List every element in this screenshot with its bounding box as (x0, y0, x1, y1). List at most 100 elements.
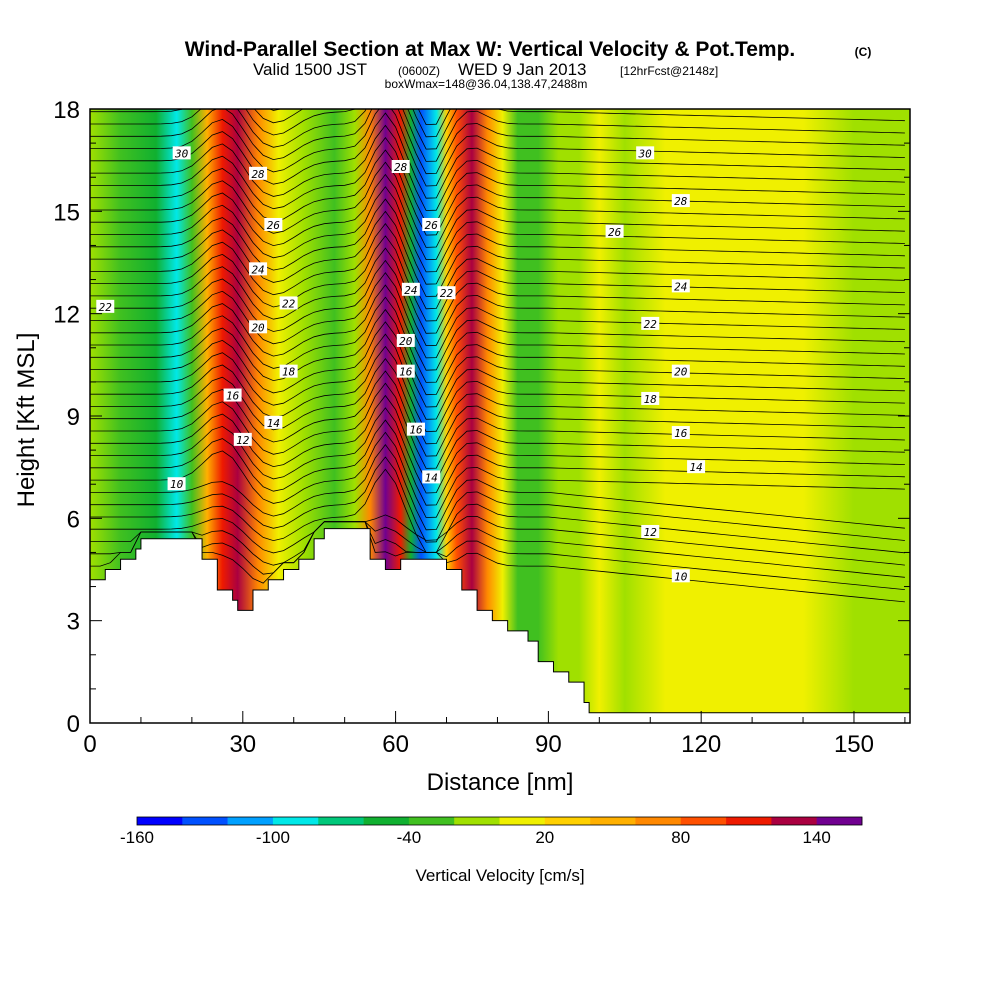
theta-contour-3 (90, 514, 905, 566)
plot-area: 30 28 26 24 22 20 18 16 14 12 10 22 28 26 24 22 20 16 16 14… (90, 109, 910, 723)
contour-label-bg-3 (249, 262, 268, 276)
chart-subtitle-2: boxWmax=148@36.04,138.47,2488m (385, 77, 588, 91)
contour-label-bg-1 (249, 166, 268, 180)
chart-title-badge: (C) (855, 45, 872, 59)
x-tick-label-2: 60 (382, 731, 409, 758)
contour-label-bg-25 (671, 364, 690, 378)
contour-label-text-26: 18 (644, 393, 658, 406)
contour-label-12: 28 (391, 159, 410, 174)
contour-label-text-7: 16 (226, 390, 240, 403)
contour-label-bg-15 (437, 286, 456, 300)
contour-label-text-20: 30 (638, 147, 653, 160)
theta-contour-9 (90, 407, 905, 494)
contour-label-15: 22 (437, 286, 456, 300)
contour-label-text-14: 24 (404, 284, 417, 297)
theta-contour-11 (90, 382, 905, 469)
contour-label-bg-6 (279, 364, 298, 378)
colorbar-tick-label-1: -100 (256, 828, 290, 847)
theta-contour-31 (90, 137, 905, 224)
contour-label-bg-22 (605, 224, 624, 238)
contour-label-10: 10 (167, 477, 186, 491)
subtitle-utc: (0600Z) (398, 64, 440, 78)
contour-label-22: 26 (605, 224, 624, 239)
contour-label-text-6: 18 (282, 366, 296, 379)
contour-label-6: 18 (279, 364, 298, 379)
contour-label-text-13: 26 (425, 219, 439, 232)
colorbar-segment-3 (272, 817, 319, 825)
colorbar-label: Vertical Velocity [cm/s] (415, 866, 584, 885)
theta-contour-13 (90, 358, 905, 445)
contour-label-text-5: 20 (251, 321, 265, 334)
y-axis: 0 3 6 9 12 15 18 (53, 97, 910, 738)
x-tick-label-4: 120 (681, 731, 721, 758)
contour-label-text-30: 10 (674, 570, 688, 583)
colorbar-segment-15 (816, 817, 863, 825)
contour-label-27: 16 (671, 426, 690, 440)
contour-label-21: 28 (671, 194, 690, 208)
colorbar-segment-2 (227, 817, 274, 825)
contour-label-text-28: 14 (689, 461, 702, 474)
contour-label-bg-12 (391, 159, 410, 173)
theta-contour-14 (90, 345, 905, 433)
theta-contour-7 (90, 431, 905, 518)
theta-contour-5 (90, 456, 905, 543)
contour-labels: 30 28 26 24 22 20 18 16 14 12 10 22 28 26 24 22 20 16 16 14… (96, 146, 706, 583)
contour-label-30: 10 (671, 569, 690, 583)
contour-label-text-3: 24 (251, 263, 264, 276)
contour-label-bg-14 (401, 282, 420, 296)
colorbar-tick-label-2: -40 (397, 828, 422, 847)
contour-label-20: 30 (636, 146, 655, 160)
contour-label-bg-29 (641, 524, 660, 538)
contour-label-text-4: 22 (282, 297, 296, 310)
colorbar-segment-5 (363, 817, 410, 825)
contour-label-bg-5 (249, 320, 268, 334)
theta-contour-37 (90, 109, 905, 150)
y-tick-label-2: 6 (67, 506, 80, 533)
contour-label-bg-19 (422, 470, 441, 484)
contour-label-18: 16 (406, 422, 425, 437)
theta-contour-6 (90, 444, 905, 531)
contour-label-17: 16 (396, 364, 415, 379)
contour-label-2: 26 (264, 217, 283, 232)
contour-label-text-24: 22 (644, 318, 658, 331)
contour-label-7: 16 (223, 388, 242, 403)
contour-label-text-22: 26 (608, 226, 622, 239)
colorbar-segment-7 (454, 817, 500, 825)
contour-label-text-0: 30 (174, 147, 189, 160)
contour-label-bg-7 (223, 388, 242, 402)
contour-label-text-27: 16 (674, 427, 688, 440)
contour-label-bg-9 (233, 432, 252, 446)
theta-contour-36 (90, 109, 905, 162)
contour-label-text-18: 16 (409, 424, 423, 437)
y-axis-title: Height [Kft MSL] (13, 333, 40, 508)
colorbar-segment-6 (408, 817, 455, 825)
colorbar-segment-11 (635, 817, 682, 825)
chart-subtitle: Valid 1500 JST (0600Z) WED 9 Jan 2013 [1… (253, 60, 718, 79)
contour-label-text-23: 24 (674, 280, 687, 293)
chart-title: Wind-Parallel Section at Max W: Vertical… (185, 38, 796, 61)
contour-label-bg-17 (396, 364, 415, 378)
theta-contour-33 (90, 112, 905, 199)
theta-contour-25 (90, 210, 905, 297)
contour-label-bg-27 (671, 426, 690, 440)
contour-label-text-15: 22 (440, 287, 454, 300)
subtitle-valid: Valid 1500 JST (253, 60, 367, 79)
theta-contour-15 (90, 333, 905, 420)
contour-label-8: 14 (264, 415, 283, 430)
contour-label-16: 20 (396, 333, 415, 348)
theta-contour-32 (90, 124, 905, 211)
contour-label-bg-30 (671, 569, 690, 583)
y-tick-label-0: 0 (67, 711, 80, 738)
colorbar-frame (136, 816, 863, 826)
contour-label-text-2: 26 (267, 219, 281, 232)
contour-label-11: 22 (96, 299, 115, 314)
x-tick-label-1: 30 (229, 731, 256, 758)
contour-label-text-9: 12 (236, 434, 250, 447)
theta-contour-18 (90, 296, 905, 383)
contour-label-bg-16 (396, 333, 415, 347)
contour-label-1: 28 (249, 166, 268, 181)
x-axis-title: Distance [nm] (427, 769, 574, 796)
y-tick-label-5: 15 (53, 199, 80, 226)
contour-label-24: 22 (641, 316, 660, 331)
